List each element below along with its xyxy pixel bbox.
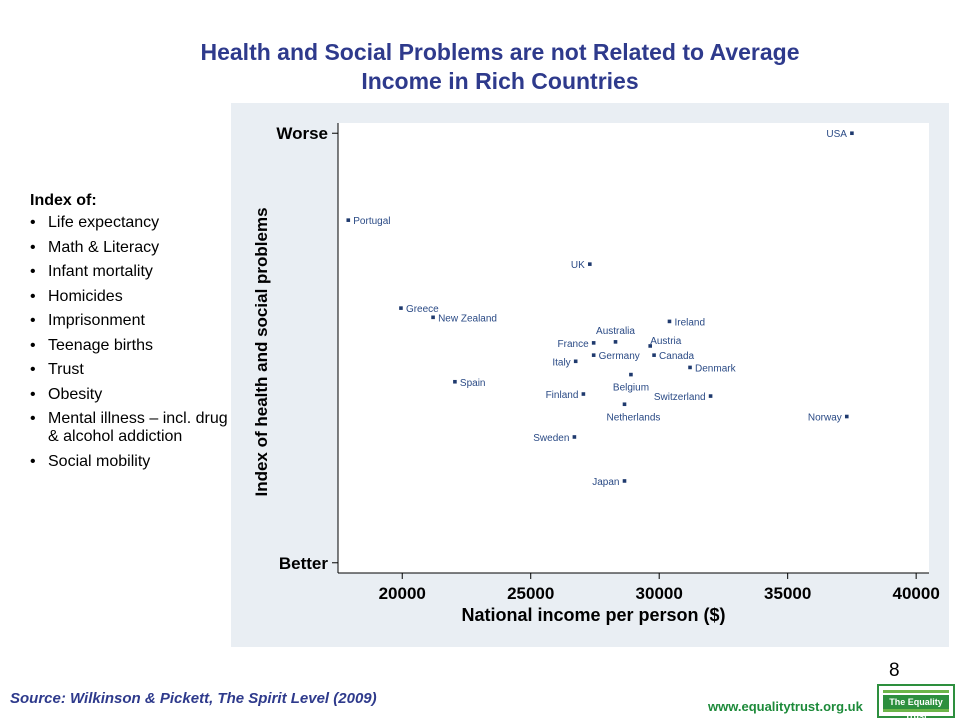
data-label: Germany	[599, 351, 640, 362]
title-line-2: Income in Rich Countries	[361, 68, 639, 94]
x-tick-label: 40000	[893, 584, 940, 603]
data-label: Canada	[659, 351, 694, 362]
data-label: Belgium	[613, 383, 649, 394]
data-label: New Zealand	[438, 313, 497, 324]
data-label: Norway	[808, 413, 842, 424]
index-item: Social mobility	[30, 453, 230, 471]
data-label: Finland	[546, 390, 579, 401]
data-point	[581, 392, 586, 396]
data-point	[622, 402, 627, 407]
data-point	[588, 262, 592, 266]
data-point	[688, 365, 692, 370]
data-point	[399, 306, 403, 310]
data-point	[844, 414, 849, 419]
index-item: Mental illness – incl. drug & alcohol ad…	[30, 410, 230, 446]
index-item: Infant mortality	[30, 263, 230, 281]
data-label: Portugal	[353, 216, 390, 227]
index-item: Life expectancy	[30, 214, 230, 232]
y-axis-label: Index of health and social problems	[252, 207, 271, 496]
data-label: Italy	[552, 357, 570, 368]
x-tick-label: 25000	[507, 584, 554, 603]
index-panel: Index of: Life expectancy Math & Literac…	[30, 192, 230, 477]
x-tick-label: 30000	[636, 584, 683, 603]
data-label: Japan	[592, 477, 619, 488]
data-point	[431, 315, 435, 320]
index-list: Life expectancy Math & Literacy Infant m…	[30, 214, 230, 471]
data-label: Ireland	[674, 317, 705, 328]
x-tick-label: 35000	[764, 584, 811, 603]
data-label: Greece	[406, 304, 439, 315]
index-item: Teenage births	[30, 337, 230, 355]
index-item: Obesity	[30, 386, 230, 404]
data-label: Austria	[650, 336, 682, 347]
data-point	[572, 435, 577, 439]
index-item: Homicides	[30, 288, 230, 306]
data-point	[629, 372, 633, 377]
logo-stripe	[883, 690, 949, 693]
data-label: Australia	[596, 326, 635, 337]
equality-trust-logo: The Equality Trust	[877, 684, 955, 721]
data-point	[613, 340, 618, 344]
data-label: Netherlands	[607, 412, 661, 423]
data-label: USA	[826, 129, 847, 140]
plot-area	[338, 123, 929, 573]
index-item: Trust	[30, 361, 230, 379]
logo-text: The Equality Trust	[883, 695, 949, 721]
data-label: France	[558, 339, 590, 350]
page-number: 8	[889, 660, 900, 681]
title-line-1: Health and Social Problems are not Relat…	[200, 39, 800, 65]
scatter-chart: 20000 25000 30000 35000 40000 Worse Better Nati…	[252, 123, 940, 625]
website-link[interactable]: www.equalitytrust.org.uk	[708, 699, 863, 714]
data-label: Spain	[460, 378, 486, 389]
data-point	[708, 394, 713, 398]
data-point	[622, 479, 627, 483]
x-axis-label: National income per person ($)	[461, 605, 725, 625]
data-point	[573, 359, 578, 364]
chart-title: Health and Social Problems are not Relat…	[100, 38, 900, 96]
data-point	[346, 218, 351, 222]
data-point	[652, 353, 656, 357]
data-label: Sweden	[533, 433, 569, 444]
data-label: Denmark	[695, 363, 737, 374]
index-item: Math & Literacy	[30, 239, 230, 257]
data-point	[648, 344, 653, 348]
y-tick-label: Better	[279, 554, 329, 573]
index-item: Imprisonment	[30, 312, 230, 330]
data-label: UK	[571, 260, 585, 271]
data-point	[591, 341, 596, 345]
data-point	[850, 131, 854, 136]
y-tick-label: Worse	[276, 124, 328, 143]
data-point	[453, 379, 457, 384]
data-label: Switzerland	[654, 392, 706, 403]
source-citation: Source: Wilkinson & Pickett, The Spirit …	[10, 690, 377, 707]
x-tick-label: 20000	[379, 584, 426, 603]
data-point	[591, 353, 596, 357]
index-heading: Index of:	[30, 192, 97, 209]
logo-stripe	[883, 709, 949, 712]
data-point	[667, 319, 672, 324]
